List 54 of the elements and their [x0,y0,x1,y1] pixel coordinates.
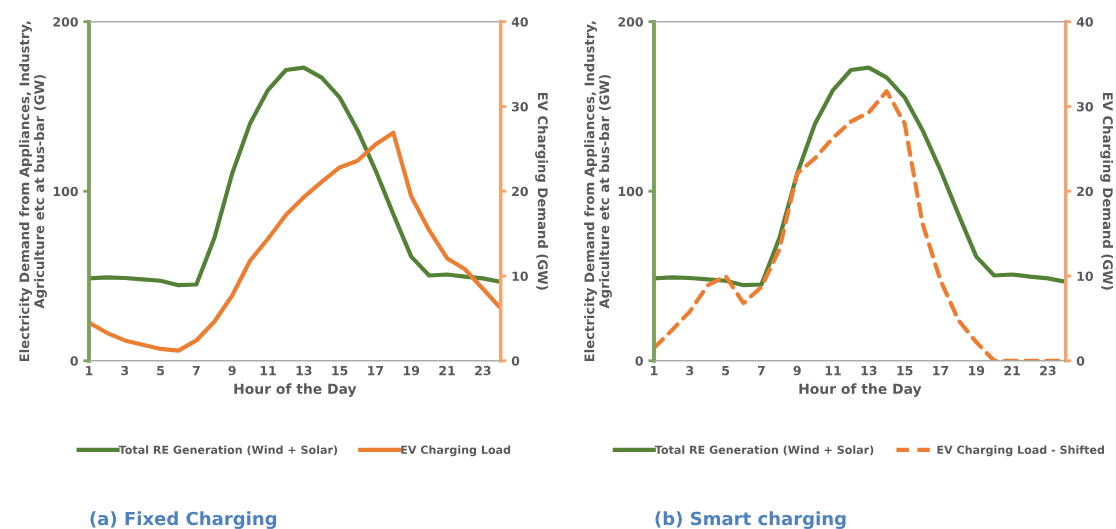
x-tick-label: 13 [861,365,877,376]
legend-label: Total RE Generation (Wind + Solar) [654,445,874,456]
text: (a) Fixed Charging [90,511,277,529]
y2-tick-label: 30 [512,101,528,112]
y2-tick-label: 20 [1077,186,1093,197]
x-tick-label: 5 [722,366,730,376]
y2-tick-label: 0 [1076,356,1085,366]
x-axis-title: Hour of the Day [799,383,922,397]
text: (b) Smart charging [655,511,846,529]
line-series [88,65,501,288]
y-tick-label: 100 [53,186,78,197]
x-tick-label: 11 [825,366,841,376]
x-tick-label: 13 [296,365,312,376]
y-tick-label: 200 [618,17,643,27]
line-series [88,130,501,353]
y-tick-label: 0 [635,356,643,366]
x-tick-label: 15 [332,366,348,376]
x-tick-label: 19 [968,365,985,376]
x-tick-label: 17 [933,366,949,376]
x-tick-label: 19 [403,365,420,376]
y2-tick-label: 40 [511,17,528,27]
y-axis-title: Electricity Demand from Appliances, Industry, Agriculture etc at bus-bar (GW) [19,21,47,362]
y2-axis-title: EV Charging Demand (GW) [535,92,548,290]
x-tick-label: 1 [651,366,658,376]
x-tick-label: 23 [475,365,491,376]
x-tick-label: 1 [86,366,93,376]
x-tick-label: 15 [897,366,913,376]
legend-label: EV Charging Load [401,445,511,457]
legend-label: Total RE Generation (Wind + Solar) [118,445,338,456]
y2-tick-label: 10 [512,271,528,281]
y2-tick-label: 20 [512,186,528,197]
x-axis-title: Hour of the Day [234,383,357,397]
x-tick-label: 21 [439,365,455,376]
x-tick-label: 21 [1004,365,1020,376]
x-tick-label: 3 [121,365,129,376]
y2-tick-label: 30 [1077,101,1093,112]
x-tick-label: 11 [260,366,276,376]
x-tick-label: 9 [228,365,236,376]
x-tick-label: 5 [157,366,165,376]
y-tick-label: 100 [618,186,643,197]
y-tick-label: 200 [53,17,78,27]
x-tick-label: 17 [368,366,384,376]
legend-label: EV Charging Load - Shifted [937,445,1104,457]
y-tick-label: 0 [70,356,78,366]
y-axis-title: Electricity Demand from Appliances, Industry, Agriculture etc at bus-bar (GW) [584,21,612,362]
y2-tick-label: 0 [511,356,520,366]
y2-tick-label: 10 [1077,271,1093,281]
y2-tick-label: 40 [1076,17,1093,27]
x-tick-label: 9 [793,365,801,376]
x-tick-label: 23 [1040,365,1056,376]
x-tick-label: 7 [757,366,765,376]
x-tick-label: 3 [686,365,694,376]
y2-axis-title: EV Charging Demand (GW) [1100,92,1114,290]
x-tick-label: 7 [192,366,200,376]
